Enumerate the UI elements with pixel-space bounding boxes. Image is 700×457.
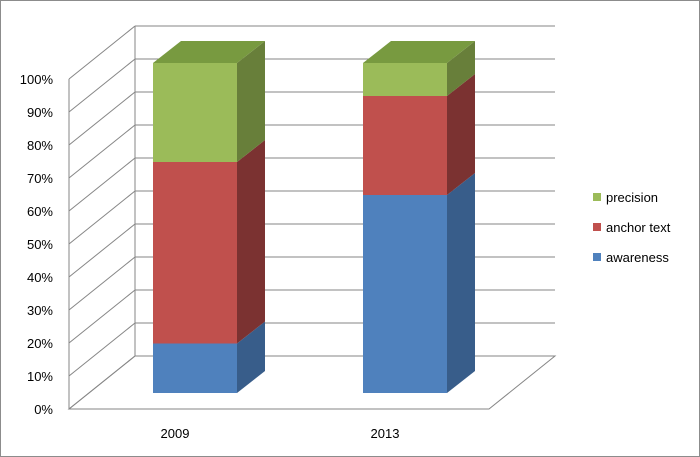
legend: precision anchor text awareness <box>593 190 671 265</box>
legend-swatch <box>593 193 601 201</box>
y-tick-label: 80% <box>27 138 53 153</box>
gridlines <box>68 25 555 410</box>
bar-top <box>363 41 475 63</box>
y-tick-label: 20% <box>27 336 53 351</box>
y-tick-label: 100% <box>20 72 54 87</box>
bar-segment-precision-front <box>363 63 447 96</box>
bars <box>153 41 475 393</box>
gridline-wall <box>68 289 136 344</box>
bar-segment-awareness-front <box>363 195 447 393</box>
legend-item: awareness <box>593 250 669 265</box>
chart-walls <box>67 26 557 410</box>
gridline-wall <box>68 25 136 80</box>
x-axis-ticks: 2009 2013 <box>161 426 400 441</box>
bar-segment-anchor-text-side <box>237 140 265 344</box>
y-axis-ticks: 0% 10% 20% 30% 40% 50% 60% 70% 80% 90% 100% <box>20 72 54 417</box>
legend-swatch <box>593 223 601 231</box>
bar-top <box>153 41 265 63</box>
bar-stack-2013 <box>363 41 475 393</box>
gridline-wall <box>68 124 136 179</box>
bar-segment-precision-side <box>447 41 475 96</box>
gridline-wall <box>68 190 136 245</box>
y-tick-label: 10% <box>27 369 53 384</box>
legend-item: anchor text <box>593 220 671 235</box>
gridline-wall <box>68 223 136 278</box>
bar-segment-anchor-text-front <box>153 162 237 344</box>
floor <box>67 355 557 410</box>
y-tick-label: 30% <box>27 303 53 318</box>
y-tick-label: 50% <box>27 237 53 252</box>
bar-segment-awareness-front <box>153 343 237 393</box>
legend-item: precision <box>593 190 658 205</box>
legend-label: precision <box>606 190 658 205</box>
gridline-wall <box>68 256 136 311</box>
y-tick-label: 0% <box>34 402 53 417</box>
bar-segment-awareness-side <box>447 173 475 393</box>
bar-segment-anchor-text-side <box>447 74 475 195</box>
bar-segment-precision-front <box>153 63 237 162</box>
legend-label: awareness <box>606 250 669 265</box>
y-tick-label: 60% <box>27 204 53 219</box>
x-tick-label: 2009 <box>161 426 190 441</box>
legend-swatch <box>593 253 601 261</box>
gridline-wall <box>68 355 136 410</box>
gridline-wall <box>68 58 136 113</box>
bar-segment-awareness-side <box>237 321 265 393</box>
bar-segment-anchor-text-front <box>363 96 447 195</box>
gridline-wall <box>68 91 136 146</box>
y-tick-label: 70% <box>27 171 53 186</box>
bar-stack-2009 <box>153 41 265 393</box>
bar-segment-precision-side <box>237 41 265 162</box>
gridline-wall <box>68 322 136 377</box>
legend-label: anchor text <box>606 220 671 235</box>
y-tick-label: 40% <box>27 270 53 285</box>
x-tick-label: 2013 <box>371 426 400 441</box>
gridline-wall <box>68 157 136 212</box>
y-tick-label: 90% <box>27 105 53 120</box>
